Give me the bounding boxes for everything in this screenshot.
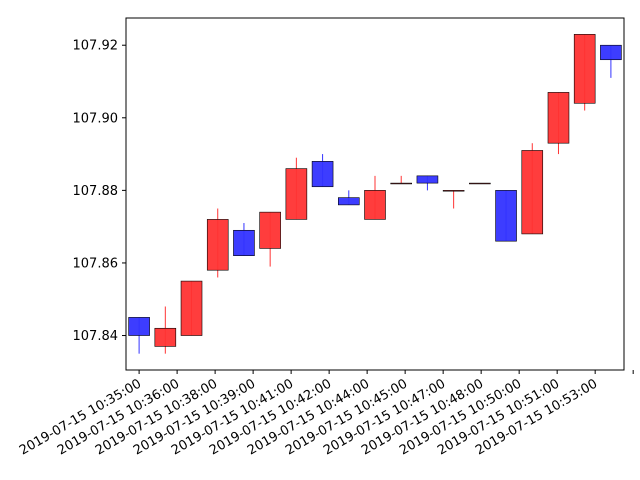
candle [469,182,491,185]
candle [495,190,517,242]
plot-frame [125,17,625,371]
candle [521,143,544,235]
candle [154,306,177,354]
candle-body [206,219,229,271]
candle-body [469,182,491,185]
candle [206,208,229,278]
candle [600,44,622,78]
candle [390,175,412,185]
candle-body [390,182,412,185]
candle-body [416,175,439,184]
y-tick-label: 107.84 [73,329,119,344]
y-tick-label: 107.92 [73,39,119,54]
candle [128,317,150,354]
y-tick-label: 107.88 [73,184,119,199]
candle-body [547,92,570,144]
candle-body [573,34,596,104]
candle-body [233,229,255,256]
candle [547,92,570,155]
candle-body [180,280,203,336]
candle [311,154,334,188]
candle-body [600,44,622,61]
candle-body [311,161,334,188]
candle [442,190,465,209]
candle-body [364,190,386,220]
y-axis: 107.84 107.86 107.88 107.90 107.92 [73,39,126,344]
candle-body [521,150,544,235]
candles-layer [128,34,622,354]
candle [416,175,439,191]
candle [364,175,386,220]
candle [180,280,203,336]
candle-body [338,197,360,206]
y-tick-label: 107.90 [73,111,119,126]
candle-body [442,190,465,192]
candle-body [259,211,281,249]
candle [259,211,281,267]
candle [285,157,308,220]
y-tick-label: 107.86 [73,256,119,271]
candle [338,190,360,206]
candle [233,223,255,256]
candle-body [495,190,517,242]
candle [573,34,596,111]
candle-body [154,327,177,347]
candle-body [285,168,308,220]
candle-body [128,317,150,336]
